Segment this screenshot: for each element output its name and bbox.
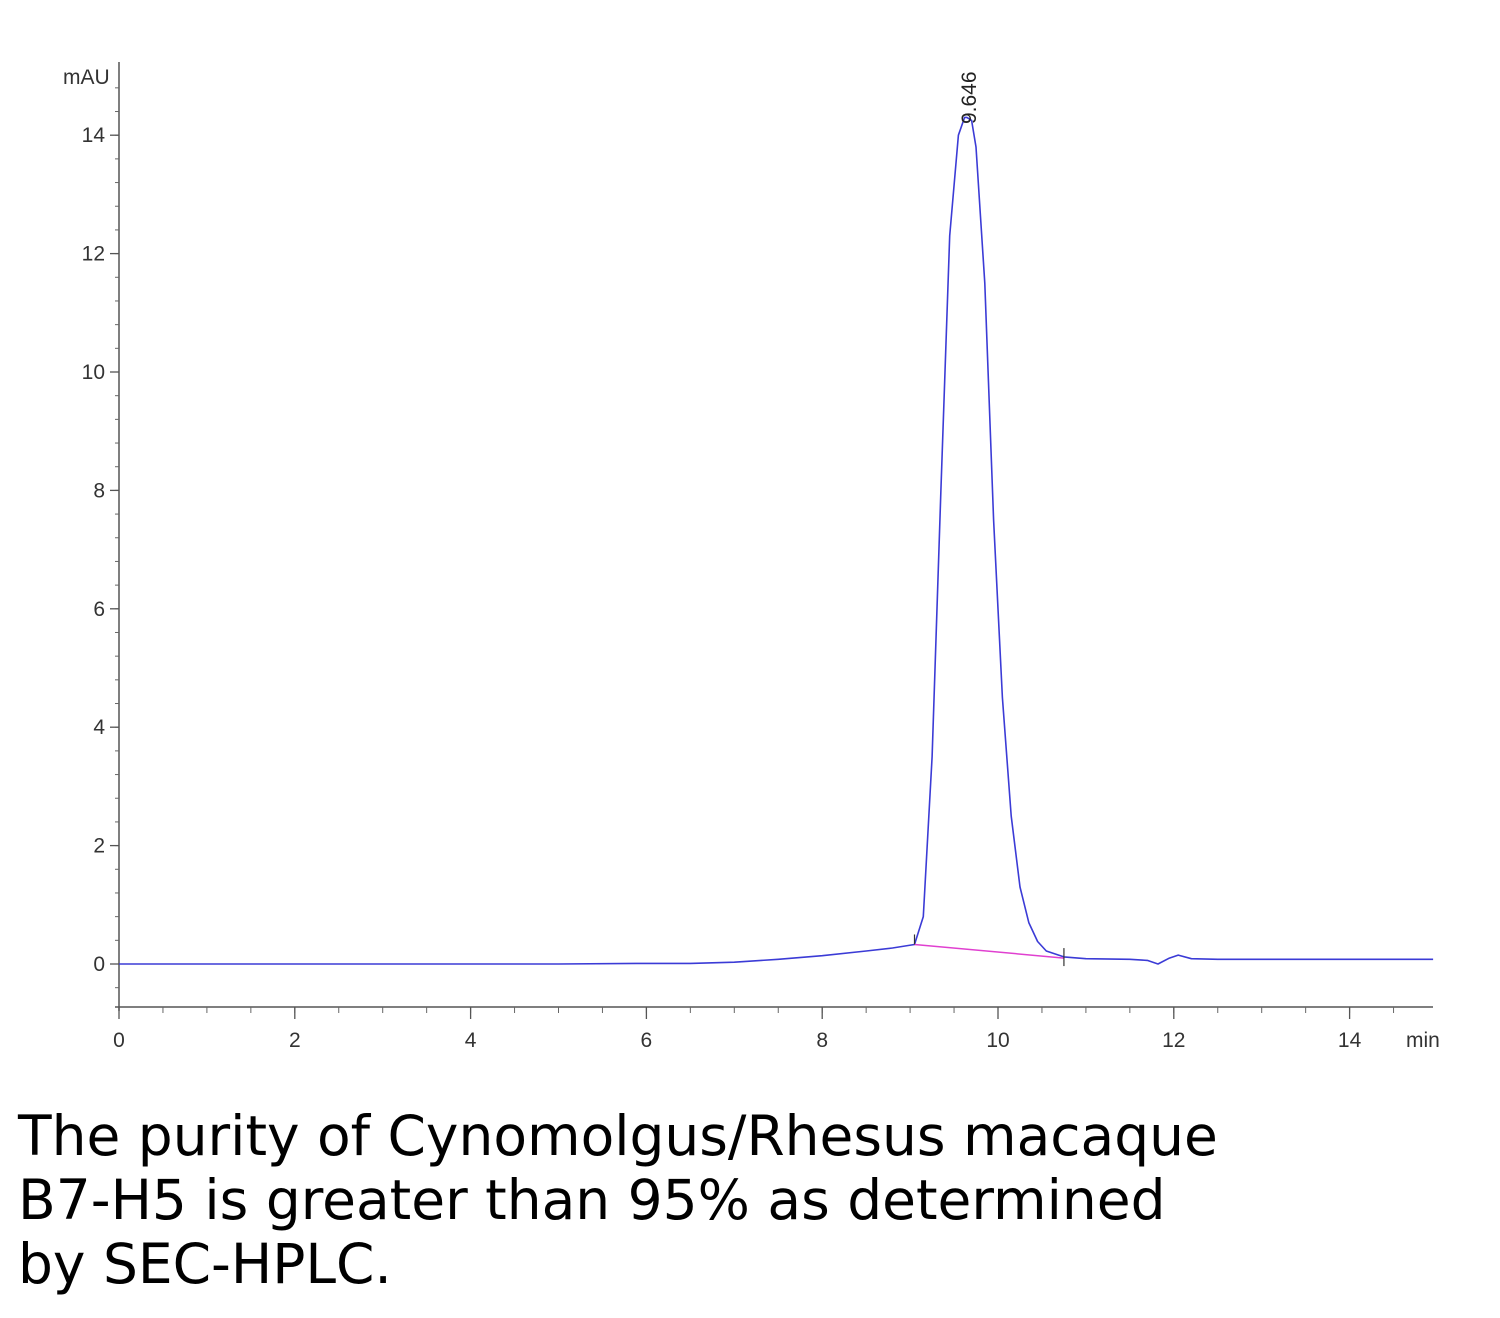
y-tick-label: 0 — [93, 953, 105, 976]
x-tick-label: 12 — [1162, 1029, 1185, 1052]
caption-line-2: B7-H5 is greater than 95% as determined — [18, 1168, 1166, 1232]
y-tick-label: 6 — [93, 598, 105, 621]
y-tick-label: 10 — [82, 361, 105, 384]
y-axis-unit-label: mAU — [63, 66, 110, 89]
chromatogram-chart: 0 2 4 6 8 10 12 14 0 2 4 6 8 10 12 14 mAU min 9.646 — [63, 62, 1440, 1052]
x-axis-unit-label: min — [1406, 1029, 1440, 1052]
x-tick-label: 2 — [289, 1029, 301, 1052]
figure-caption: The purity of Cynomolgus/Rhesus macaque … — [18, 1104, 1478, 1296]
y-tick-label: 12 — [82, 243, 105, 266]
x-tick-label: 4 — [465, 1029, 477, 1052]
y-tick-label: 14 — [82, 124, 106, 147]
caption-line-3: by SEC-HPLC. — [18, 1232, 392, 1296]
tick-labels: 0 2 4 6 8 10 12 14 0 2 4 6 8 10 12 14 — [82, 124, 1362, 1052]
chromatogram-trace-0 — [119, 116, 1434, 965]
y-tick-label: 2 — [93, 835, 105, 858]
x-tick-label: 10 — [986, 1029, 1009, 1052]
caption-line-1: The purity of Cynomolgus/Rhesus macaque — [18, 1104, 1218, 1168]
tick-marks — [110, 87, 1395, 1019]
series-layer — [119, 116, 1434, 967]
integration-baseline — [914, 943, 1064, 959]
peak-retention-time-label: 9.646 — [958, 71, 981, 124]
axes — [115, 62, 1433, 1011]
y-tick-label: 8 — [93, 479, 105, 502]
y-tick-label: 4 — [93, 716, 105, 739]
x-tick-label: 8 — [816, 1029, 828, 1052]
x-tick-label: 14 — [1338, 1029, 1362, 1052]
x-tick-label: 0 — [113, 1029, 125, 1052]
x-tick-label: 6 — [641, 1029, 653, 1052]
